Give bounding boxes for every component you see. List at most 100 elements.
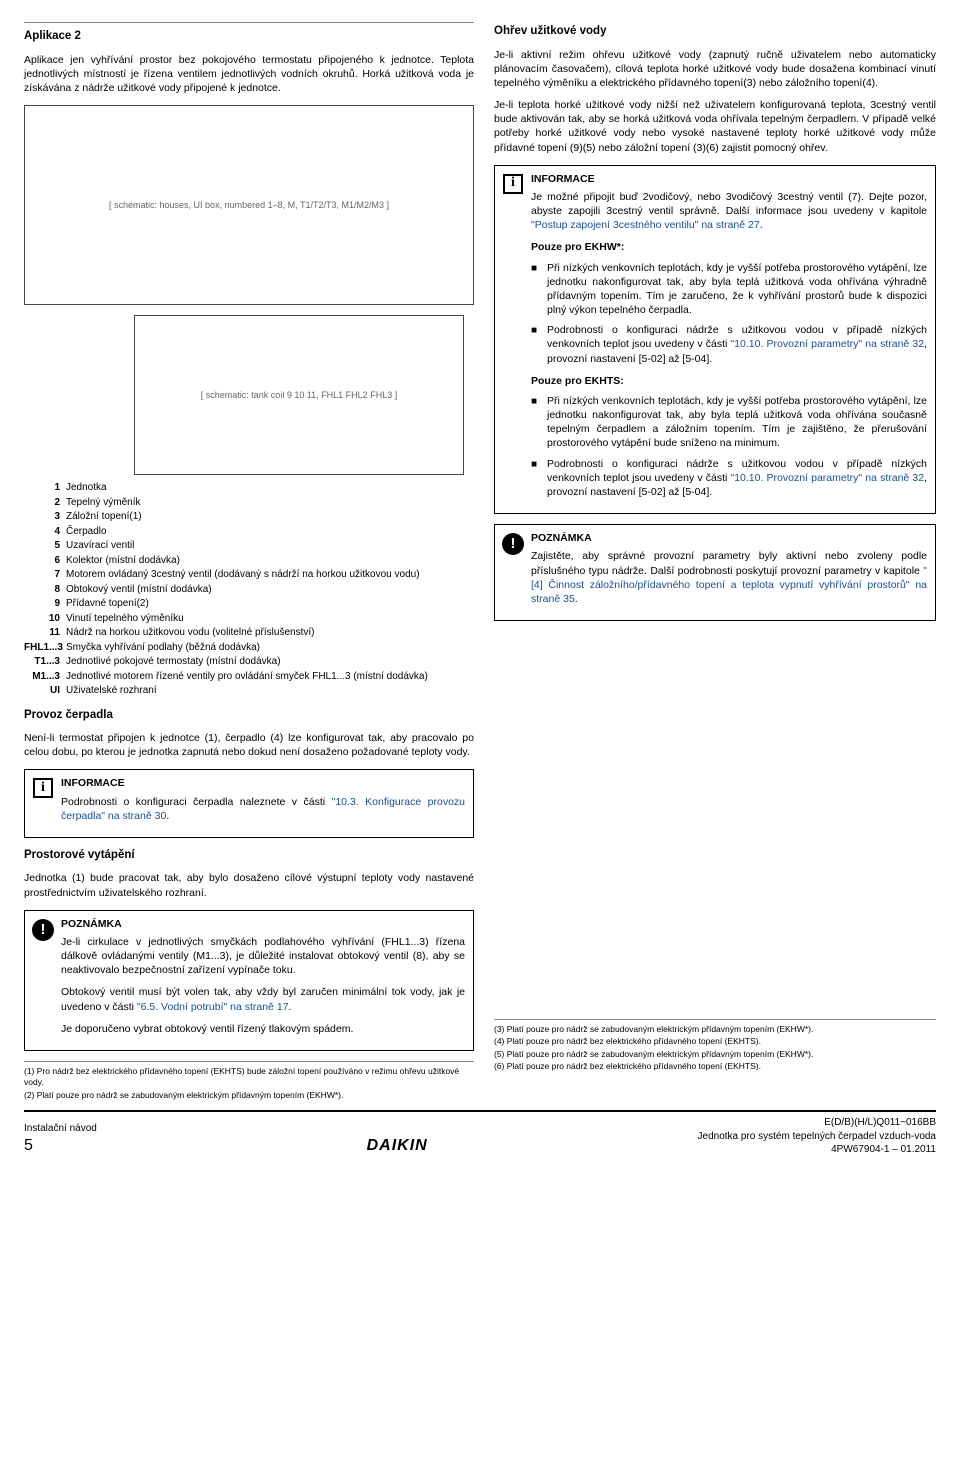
legend-row: 10Vinutí tepelného výměníku xyxy=(24,612,474,626)
note1-title: POZNÁMKA xyxy=(61,917,465,931)
legend-key: 1 xyxy=(24,481,66,495)
legend-row: 4Čerpadlo xyxy=(24,525,474,539)
legend-row: 6Kolektor (místní dodávka) xyxy=(24,554,474,568)
info2-link: "Postup zapojení 3cestného ventilu" na s… xyxy=(531,219,760,231)
legend-row: 9Přídavné topení(2) xyxy=(24,597,474,611)
legend-key: 3 xyxy=(24,510,66,524)
ekhts-b1: Při nízkých venkovních teplotách, kdy je… xyxy=(531,394,927,451)
fn1: (1) Pro nádrž bez elektrického přídavnéh… xyxy=(24,1066,474,1089)
ekhts-list: Při nízkých venkovních teplotách, kdy je… xyxy=(531,394,927,499)
fn6: (6) Platí pouze pro nádrž bez elektrické… xyxy=(494,1061,936,1072)
warn-icon: ! xyxy=(25,917,61,1044)
note2-body: Zajistěte, aby správné provozní parametr… xyxy=(531,549,927,606)
legend-row: 7Motorem ovládaný 3cestný ventil (dodáva… xyxy=(24,568,474,582)
ekhw-list: Při nízkých venkovních teplotách, kdy je… xyxy=(531,261,927,366)
fn4: (4) Platí pouze pro nádrž bez elektrické… xyxy=(494,1036,936,1047)
legend-value: Tepelný výměník xyxy=(66,496,474,510)
ekhts-b2-link: "10.10. Provozní parametry" na straně 32 xyxy=(730,472,924,484)
info-icon: i xyxy=(25,776,61,831)
note2-title: POZNÁMKA xyxy=(531,531,927,545)
legend-value: Přídavné topení(2) xyxy=(66,597,474,611)
fn2: (2) Platí pouze pro nádrž se zabudovaným… xyxy=(24,1090,474,1101)
pump-paragraph: Není-li termostat připojen k jednotce (1… xyxy=(24,731,474,759)
page-number: 5 xyxy=(24,1135,97,1157)
left-footnotes: (1) Pro nádrž bez elektrického přídavnéh… xyxy=(24,1061,474,1101)
legend-row: 3Záložní topení(1) xyxy=(24,510,474,524)
note1-p3: Je doporučeno vybrat obtokový ventil říz… xyxy=(61,1022,465,1036)
fn5: (5) Platí pouze pro nádrž se zabudovaným… xyxy=(494,1049,936,1060)
ekhw-b2: Podrobnosti o konfiguraci nádrže s užitk… xyxy=(531,323,927,366)
info-icon: i xyxy=(495,172,531,507)
legend-row: 2Tepelný výměník xyxy=(24,496,474,510)
legend-value: Kolektor (místní dodávka) xyxy=(66,554,474,568)
legend-key: UI xyxy=(24,684,66,698)
bullet-icon xyxy=(531,261,543,318)
intro-paragraph: Aplikace jen vyhřívání prostor bez pokoj… xyxy=(24,53,474,96)
rule xyxy=(24,22,474,23)
schematic-diagram-2: [ schematic: tank coil 9 10 11, FHL1 FHL… xyxy=(134,315,464,475)
note1-link: "6.5. Vodní potrubí" na straně 17 xyxy=(137,1001,289,1013)
ekhts-title: Pouze pro EKHTS: xyxy=(531,374,927,388)
info-callout-2: i INFORMACE Je možné připojit buď 2vodič… xyxy=(494,165,936,514)
info1-title: INFORMACE xyxy=(61,776,465,790)
info2-body: Je možné připojit buď 2vodičový, nebo 3v… xyxy=(531,190,927,233)
footer-logo: DAIKIN xyxy=(367,1135,428,1157)
legend-list: 1Jednotka2Tepelný výměník3Záložní topení… xyxy=(24,481,474,698)
heating-section-title: Prostorové vytápění xyxy=(24,848,474,864)
legend-row: UIUživatelské rozhraní xyxy=(24,684,474,698)
legend-value: Čerpadlo xyxy=(66,525,474,539)
bullet-icon xyxy=(531,394,543,451)
legend-value: Jednotlivé pokojové termostaty (místní d… xyxy=(66,655,474,669)
legend-row: M1...3Jednotlivé motorem řízené ventily … xyxy=(24,670,474,684)
info1-body: Podrobnosti o konfiguraci čerpadla nalez… xyxy=(61,795,465,823)
legend-value: Smyčka vyhřívání podlahy (běžná dodávka) xyxy=(66,641,474,655)
legend-row: 8Obtokový ventil (místní dodávka) xyxy=(24,583,474,597)
legend-key: 9 xyxy=(24,597,66,611)
legend-value: Záložní topení(1) xyxy=(66,510,474,524)
legend-value: Vinutí tepelného výměníku xyxy=(66,612,474,626)
legend-row: 11Nádrž na horkou užitkovou vodu (volite… xyxy=(24,626,474,640)
bullet-icon xyxy=(531,457,543,500)
ekhw-b1: Při nízkých venkovních teplotách, kdy je… xyxy=(531,261,927,318)
legend-row: 1Jednotka xyxy=(24,481,474,495)
schematic-diagram-1: [ schematic: houses, UI box, numbered 1–… xyxy=(24,105,474,305)
footer-left: Instalační návod 5 xyxy=(24,1122,97,1157)
info-callout-1: i INFORMACE Podrobnosti o konfiguraci če… xyxy=(24,769,474,838)
bullet-icon xyxy=(531,323,543,366)
legend-value: Jednotka xyxy=(66,481,474,495)
note1-p2: Obtokový ventil musí být volen tak, aby … xyxy=(61,985,465,1013)
legend-value: Nádrž na horkou užitkovou vodu (voliteln… xyxy=(66,626,474,640)
left-column: Aplikace 2 Aplikace jen vyhřívání prosto… xyxy=(24,18,474,1102)
legend-key: M1...3 xyxy=(24,670,66,684)
legend-key: T1...3 xyxy=(24,655,66,669)
right-column: Ohřev užitkové vody Je-li aktivní režim … xyxy=(494,18,936,1102)
footer-right: E(D/B)(H/L)Q011~016BB Jednotka pro systé… xyxy=(698,1116,936,1157)
ekhw-b2-link: "10.10. Provozní parametry" na straně 32 xyxy=(730,338,924,350)
legend-key: 2 xyxy=(24,496,66,510)
pump-section-title: Provoz čerpadla xyxy=(24,708,474,724)
note1-p1: Je-li cirkulace v jednotlivých smyčkách … xyxy=(61,935,465,978)
note-callout-1: ! POZNÁMKA Je-li cirkulace v jednotlivýc… xyxy=(24,910,474,1051)
legend-key: FHL1...3 xyxy=(24,641,66,655)
page-columns: Aplikace 2 Aplikace jen vyhřívání prosto… xyxy=(24,18,936,1102)
legend-key: 6 xyxy=(24,554,66,568)
legend-key: 4 xyxy=(24,525,66,539)
right-footnotes: (3) Platí pouze pro nádrž se zabudovaným… xyxy=(494,1019,936,1073)
legend-row: FHL1...3Smyčka vyhřívání podlahy (běžná … xyxy=(24,641,474,655)
heating-paragraph: Jednotka (1) bude pracovat tak, aby bylo… xyxy=(24,871,474,899)
ekhw-title: Pouze pro EKHW*: xyxy=(531,240,927,254)
spacer xyxy=(494,631,936,1011)
fn3: (3) Platí pouze pro nádrž se zabudovaným… xyxy=(494,1024,936,1035)
dhw-p1: Je-li aktivní režim ohřevu užitkové vody… xyxy=(494,48,936,91)
warn-icon: ! xyxy=(495,531,531,614)
note-callout-2: ! POZNÁMKA Zajistěte, aby správné provoz… xyxy=(494,524,936,621)
legend-key: 8 xyxy=(24,583,66,597)
legend-value: Jednotlivé motorem řízené ventily pro ov… xyxy=(66,670,474,684)
legend-value: Obtokový ventil (místní dodávka) xyxy=(66,583,474,597)
legend-key: 10 xyxy=(24,612,66,626)
ekhts-b2: Podrobnosti o konfiguraci nádrže s užitk… xyxy=(531,457,927,500)
legend-row: 5Uzavírací ventil xyxy=(24,539,474,553)
legend-key: 7 xyxy=(24,568,66,582)
legend-key: 11 xyxy=(24,626,66,640)
info2-title: INFORMACE xyxy=(531,172,927,186)
